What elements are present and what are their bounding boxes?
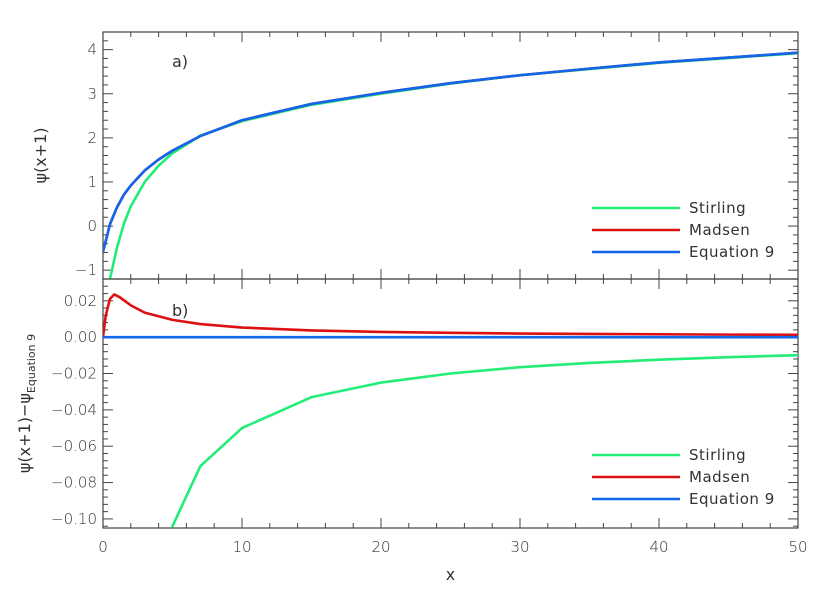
- series-group: [103, 51, 798, 279]
- legend-label: Madsen: [689, 221, 750, 239]
- y-tick-label: 4: [87, 41, 97, 59]
- x-tick-label: 40: [649, 538, 668, 556]
- y-tick-label: 1: [87, 173, 97, 191]
- series-group: [103, 293, 798, 528]
- y-tick-label: −0.06: [51, 437, 97, 455]
- x-tick-label: 20: [371, 538, 390, 556]
- y-tick-label: 0.02: [64, 292, 97, 310]
- panel-b: 0.02 0.00 −0.02 −0.04 −0.06 −0.08 −0.10 b) Stirl…: [15, 278, 808, 584]
- plot-frame: [102, 31, 799, 280]
- y-tick-label: −0.10: [51, 510, 97, 528]
- y-tick-label: −0.02: [51, 365, 97, 383]
- y-tick-label: 0.00: [64, 328, 97, 346]
- y-tick-label: 2: [87, 129, 97, 147]
- x-tick-label: 10: [232, 538, 251, 556]
- series-line-stirling: [171, 353, 798, 528]
- legend-label: Stirling: [689, 446, 746, 464]
- x-tick-label: 30: [510, 538, 529, 556]
- panel-label: b): [172, 301, 188, 320]
- x-axis-title: x: [446, 565, 455, 584]
- y-axis-title: ψ(x+1): [31, 127, 50, 183]
- legend-label: Stirling: [689, 199, 746, 217]
- y-tick-label: −0.08: [51, 474, 97, 492]
- x-tick-label: 0: [98, 538, 108, 556]
- plot-frame: [102, 278, 799, 529]
- panel-label: a): [172, 52, 188, 71]
- legend-label: Equation 9: [689, 243, 775, 261]
- y-tick-label: 3: [87, 85, 97, 103]
- x-tick-label: 50: [788, 538, 807, 556]
- legend-label: Madsen: [689, 468, 750, 486]
- panel-a: −1 0 1 2 3 4 a) Stirling Madsen Equation 9 ψ(x+1): [31, 31, 799, 280]
- legend-label: Equation 9: [689, 490, 775, 508]
- y-axis-title: ψ(x+1)−ψEquation 9: [15, 334, 38, 473]
- y-tick-label: 0: [87, 217, 97, 235]
- y-tick-label: −0.04: [51, 401, 97, 419]
- series-line-equation-9: [103, 51, 798, 253]
- y-tick-label: −1: [75, 261, 97, 279]
- series-line-madsen: [103, 293, 798, 339]
